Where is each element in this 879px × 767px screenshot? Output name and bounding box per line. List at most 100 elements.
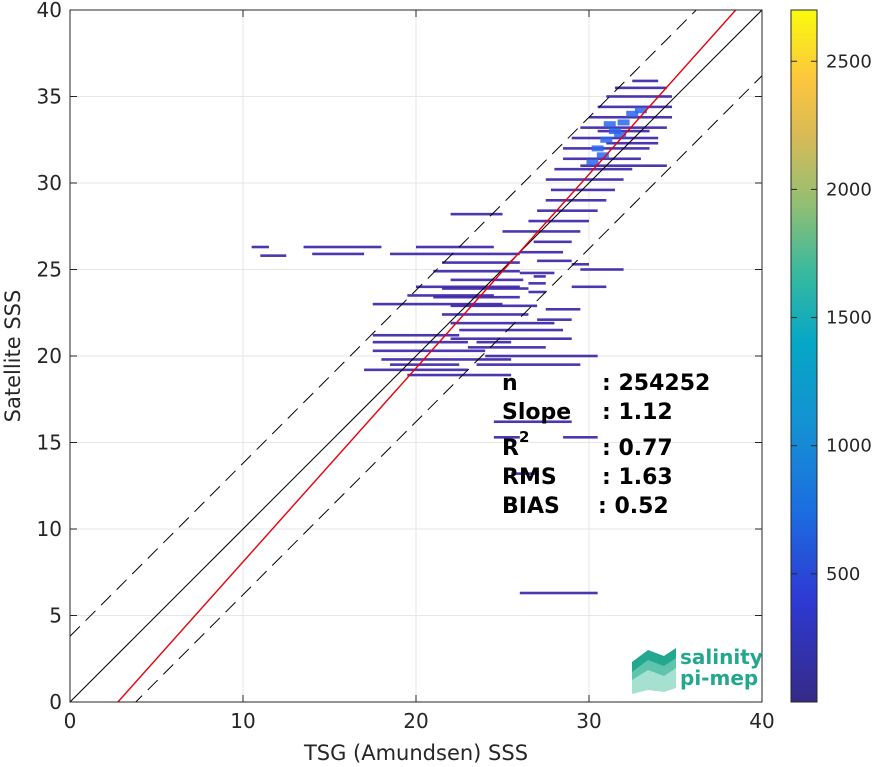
wave-logo-icon — [632, 648, 676, 694]
y-tick-label: 20 — [37, 344, 62, 368]
density-segment — [614, 86, 667, 90]
density-segment — [580, 268, 624, 271]
density-segment — [312, 252, 365, 256]
density-segment — [476, 340, 512, 344]
logo-text-pi-mep: pi-mep — [680, 666, 758, 690]
density-segment — [533, 240, 572, 244]
density-hotspot — [617, 119, 630, 126]
y-axis-label: Satellite SSS — [1, 290, 25, 423]
y-tick-label: 10 — [37, 517, 62, 541]
density-segment — [251, 245, 269, 249]
colorbar-tick-label: 1500 — [826, 308, 872, 329]
density-segment — [563, 147, 650, 150]
density-hotspot — [600, 136, 613, 143]
density-segment — [589, 115, 673, 119]
density-segment — [450, 337, 572, 340]
colorbar — [790, 9, 818, 703]
density-segment — [450, 278, 524, 282]
density-segment — [407, 294, 494, 297]
density-segment — [372, 333, 460, 337]
colorbar-ticks: 500 1000 1500 2000 2500 — [791, 51, 872, 585]
density-segment — [459, 328, 564, 332]
density-segment — [433, 295, 520, 299]
y-tick-label: 35 — [37, 85, 62, 109]
density-segment — [511, 472, 538, 475]
density-hotspot — [614, 131, 627, 138]
two-std-line — [70, 10, 697, 637]
density-hotspot — [626, 110, 639, 117]
x-tick-label: 10 — [230, 709, 255, 733]
density-segment — [606, 141, 659, 145]
density-segment — [390, 252, 451, 256]
colorbar-tick-label: 2500 — [826, 51, 872, 72]
density-hotspot — [596, 152, 609, 159]
density-segment — [485, 354, 598, 358]
density-hotspot — [608, 128, 621, 135]
density-segment — [606, 95, 673, 98]
stat-r2-superscript: 2 — [519, 428, 529, 446]
density-segment — [528, 282, 546, 285]
x-tick-label: 20 — [403, 709, 428, 733]
density-segment — [545, 199, 607, 202]
stat-rms-value: : 1.63 — [602, 465, 673, 490]
density-segment — [433, 269, 520, 273]
density-hotspot — [603, 121, 616, 128]
density-segment — [519, 271, 555, 275]
density-segment — [441, 287, 529, 290]
colorbar-tick-label: 500 — [826, 564, 860, 585]
density-hotspot — [586, 159, 599, 166]
density-segment — [571, 136, 659, 140]
one-to-one-line — [70, 10, 762, 702]
density-segment — [597, 105, 673, 109]
density-segment — [260, 254, 287, 257]
density-segment — [537, 259, 572, 263]
y-tick-label: 0 — [49, 690, 62, 714]
x-tick-label: 30 — [576, 709, 601, 733]
density-segment — [450, 212, 503, 216]
logo-text-salinity: salinity — [680, 645, 763, 669]
density-segment — [519, 591, 598, 595]
salinity-logo: salinity pi-mep — [632, 645, 763, 694]
density-segment — [441, 261, 520, 264]
colorbar-tick-label: 2000 — [826, 179, 872, 200]
density-segment — [381, 358, 512, 361]
density-hotspot — [591, 145, 604, 152]
density-segment — [372, 349, 486, 353]
density-segment — [476, 363, 581, 366]
density-segment — [537, 209, 598, 212]
y-tick-label: 15 — [37, 431, 62, 455]
density-segment — [545, 307, 581, 311]
density-segment — [467, 346, 546, 349]
y-tick-label: 25 — [37, 258, 62, 282]
stat-slope-value: : 1.12 — [602, 400, 673, 425]
density-segment — [441, 313, 529, 316]
fit-line — [116, 10, 737, 702]
x-axis-label: TSG (Amundsen) SSS — [303, 741, 528, 765]
stat-slope-label: Slope — [502, 400, 571, 425]
density-segment — [493, 436, 520, 439]
density-segment — [528, 290, 546, 294]
density-segment — [580, 164, 667, 167]
reference-lines — [70, 10, 762, 702]
y-tick-label: 30 — [37, 171, 62, 195]
density-segment — [632, 79, 659, 83]
density-segment — [563, 436, 598, 439]
density-segment — [502, 230, 581, 233]
density-segment — [571, 263, 589, 266]
stats-box: n : 254252 Slope : 1.12 R 2 : 0.77 RMS :… — [502, 371, 710, 519]
colorbar-tick-label: 1000 — [826, 436, 872, 457]
stat-r2-label: R — [502, 436, 519, 461]
density-segment — [528, 219, 589, 223]
density-segment — [450, 252, 520, 256]
stat-n-label: n — [502, 371, 518, 396]
density-segment — [537, 318, 572, 321]
stat-rms-label: RMS — [502, 465, 557, 490]
x-tick-label: 40 — [749, 709, 774, 733]
density-segment — [372, 340, 468, 344]
stat-r2-value: : 0.77 — [602, 436, 673, 461]
density-segment — [450, 321, 555, 325]
density-segment — [571, 285, 607, 289]
x-tick-label: 0 — [64, 709, 77, 733]
